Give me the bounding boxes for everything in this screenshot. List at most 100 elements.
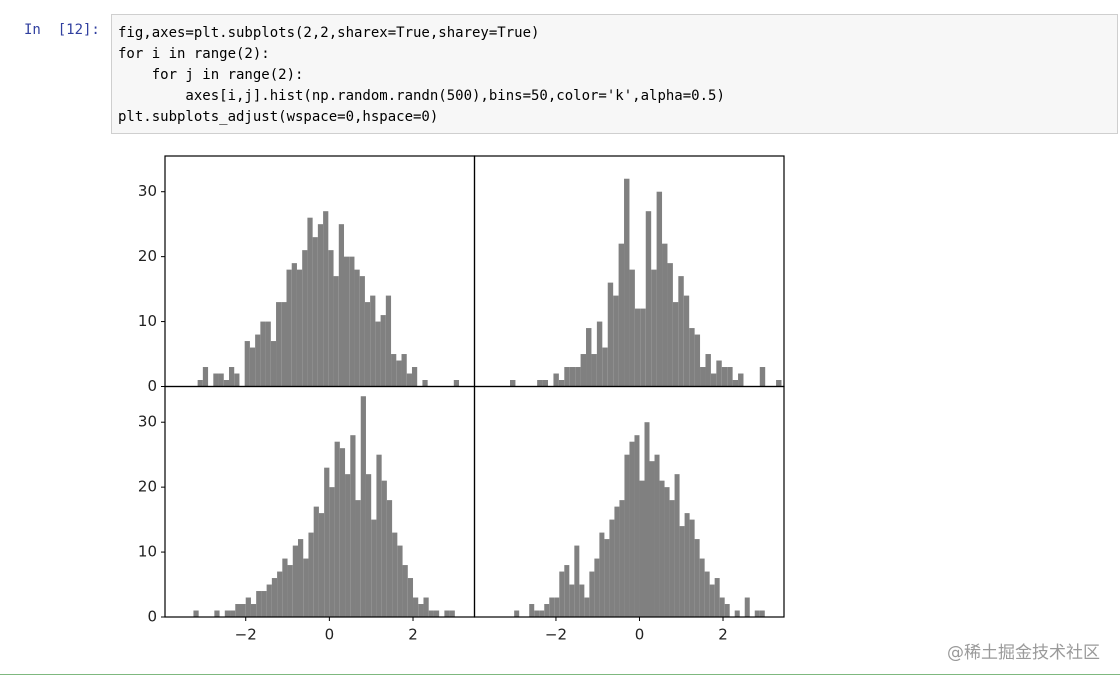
histogram-bar (539, 610, 545, 617)
histogram-bar (234, 373, 240, 387)
histogram-bar (249, 347, 256, 387)
histogram-bar (392, 532, 398, 617)
histogram-bar (333, 276, 339, 387)
histogram-bar (371, 519, 377, 617)
histogram-bar (193, 610, 199, 617)
histogram-bar (759, 610, 765, 617)
y-tick-label: 10 (138, 312, 157, 330)
histogram-bar (261, 591, 267, 617)
histogram-bar (684, 513, 690, 617)
histogram-bar (721, 367, 728, 387)
histogram-bar (759, 367, 766, 387)
histogram-bar (287, 565, 293, 617)
y-tick-label: 10 (138, 543, 157, 561)
histogram-bar (689, 519, 695, 617)
histogram-bar (629, 441, 635, 617)
histogram-bar (651, 269, 657, 387)
histogram-bar (307, 217, 313, 387)
histogram-bar (645, 211, 652, 387)
histogram-bar (312, 237, 318, 387)
histogram-bar (569, 584, 575, 617)
histogram-bar (529, 604, 535, 617)
histogram-bar (428, 610, 434, 617)
histogram-bar (599, 532, 605, 617)
histogram-bar (308, 532, 314, 617)
histogram-bar (202, 367, 209, 387)
histogram-bar (594, 558, 600, 617)
histogram-bar (654, 454, 660, 617)
histogram-bar (575, 367, 581, 387)
code-cell[interactable]: fig,axes=plt.subplots(2,2,sharex=True,sh… (111, 14, 1118, 134)
histogram-bar (659, 480, 665, 617)
histogram-bar (559, 571, 565, 617)
code-line: plt.subplots_adjust(wspace=0,hspace=0) (118, 109, 439, 125)
histogram-bar (624, 454, 630, 617)
histogram-bar (265, 321, 271, 387)
histogram-bar (411, 367, 418, 387)
histogram-bar (549, 597, 555, 617)
histogram-bar (303, 558, 309, 617)
histogram-bar (724, 604, 730, 617)
histogram-bar (679, 526, 685, 617)
histogram-bar (618, 243, 625, 387)
histogram-bar (534, 610, 540, 617)
histogram-bar (554, 597, 560, 617)
histogram-bar (656, 191, 663, 387)
histogram-bar (672, 302, 679, 387)
histogram-bar (629, 269, 635, 387)
histogram-bar (256, 591, 262, 617)
histogram-bar (754, 610, 760, 617)
histogram-bar (574, 545, 580, 617)
histogram-bar (604, 539, 610, 617)
histogram-bar (350, 435, 356, 617)
x-tick-label: −2 (545, 626, 567, 644)
histogram-bar (710, 373, 717, 387)
histogram-bar (564, 367, 570, 387)
histogram-bar (328, 250, 334, 387)
y-tick-label: 0 (147, 608, 157, 626)
histogram-bar (738, 373, 744, 387)
histogram-bar (355, 500, 361, 617)
histogram-bar (683, 295, 690, 387)
histogram-bar (514, 610, 520, 617)
histogram-bar (359, 276, 365, 387)
histogram-bar (586, 328, 592, 387)
histogram-bar (542, 380, 549, 387)
histogram-bar (422, 380, 428, 387)
histogram-bar (282, 558, 288, 617)
histogram-bar (260, 321, 266, 387)
histogram-bar (375, 321, 381, 387)
y-tick-label: 0 (147, 377, 157, 395)
histogram-bar (292, 545, 299, 617)
histogram-bar (662, 243, 668, 387)
histogram-bar (619, 500, 625, 617)
histogram-bar (318, 513, 325, 617)
histogram-bar (334, 441, 340, 617)
histogram-bar (714, 578, 720, 617)
histogram-bar (391, 354, 397, 387)
axes-frame (473, 385, 785, 618)
histogram-bar (302, 250, 308, 387)
histogram-bar (596, 321, 603, 387)
histogram-bar (365, 474, 372, 617)
histogram-bar (324, 467, 330, 617)
histogram-bar (667, 263, 673, 387)
code-line: for j in range(2): (118, 67, 304, 83)
histogram-bar (354, 269, 360, 387)
histogram-bar (397, 545, 403, 617)
histogram-bar (235, 604, 241, 617)
x-tick-label: 2 (408, 626, 418, 644)
histogram-bar (544, 604, 550, 617)
histogram-bar (266, 584, 272, 617)
histogram-bar (580, 354, 587, 387)
histogram-bar (298, 539, 304, 617)
histogram-bar (423, 597, 429, 617)
histogram-bar (360, 396, 366, 617)
histogram-bar (591, 354, 597, 387)
histogram-bar (413, 597, 419, 617)
histogram-bar (744, 597, 750, 617)
histogram-bar (270, 341, 277, 387)
histogram-bar (329, 487, 335, 617)
histogram-bar (674, 474, 680, 617)
